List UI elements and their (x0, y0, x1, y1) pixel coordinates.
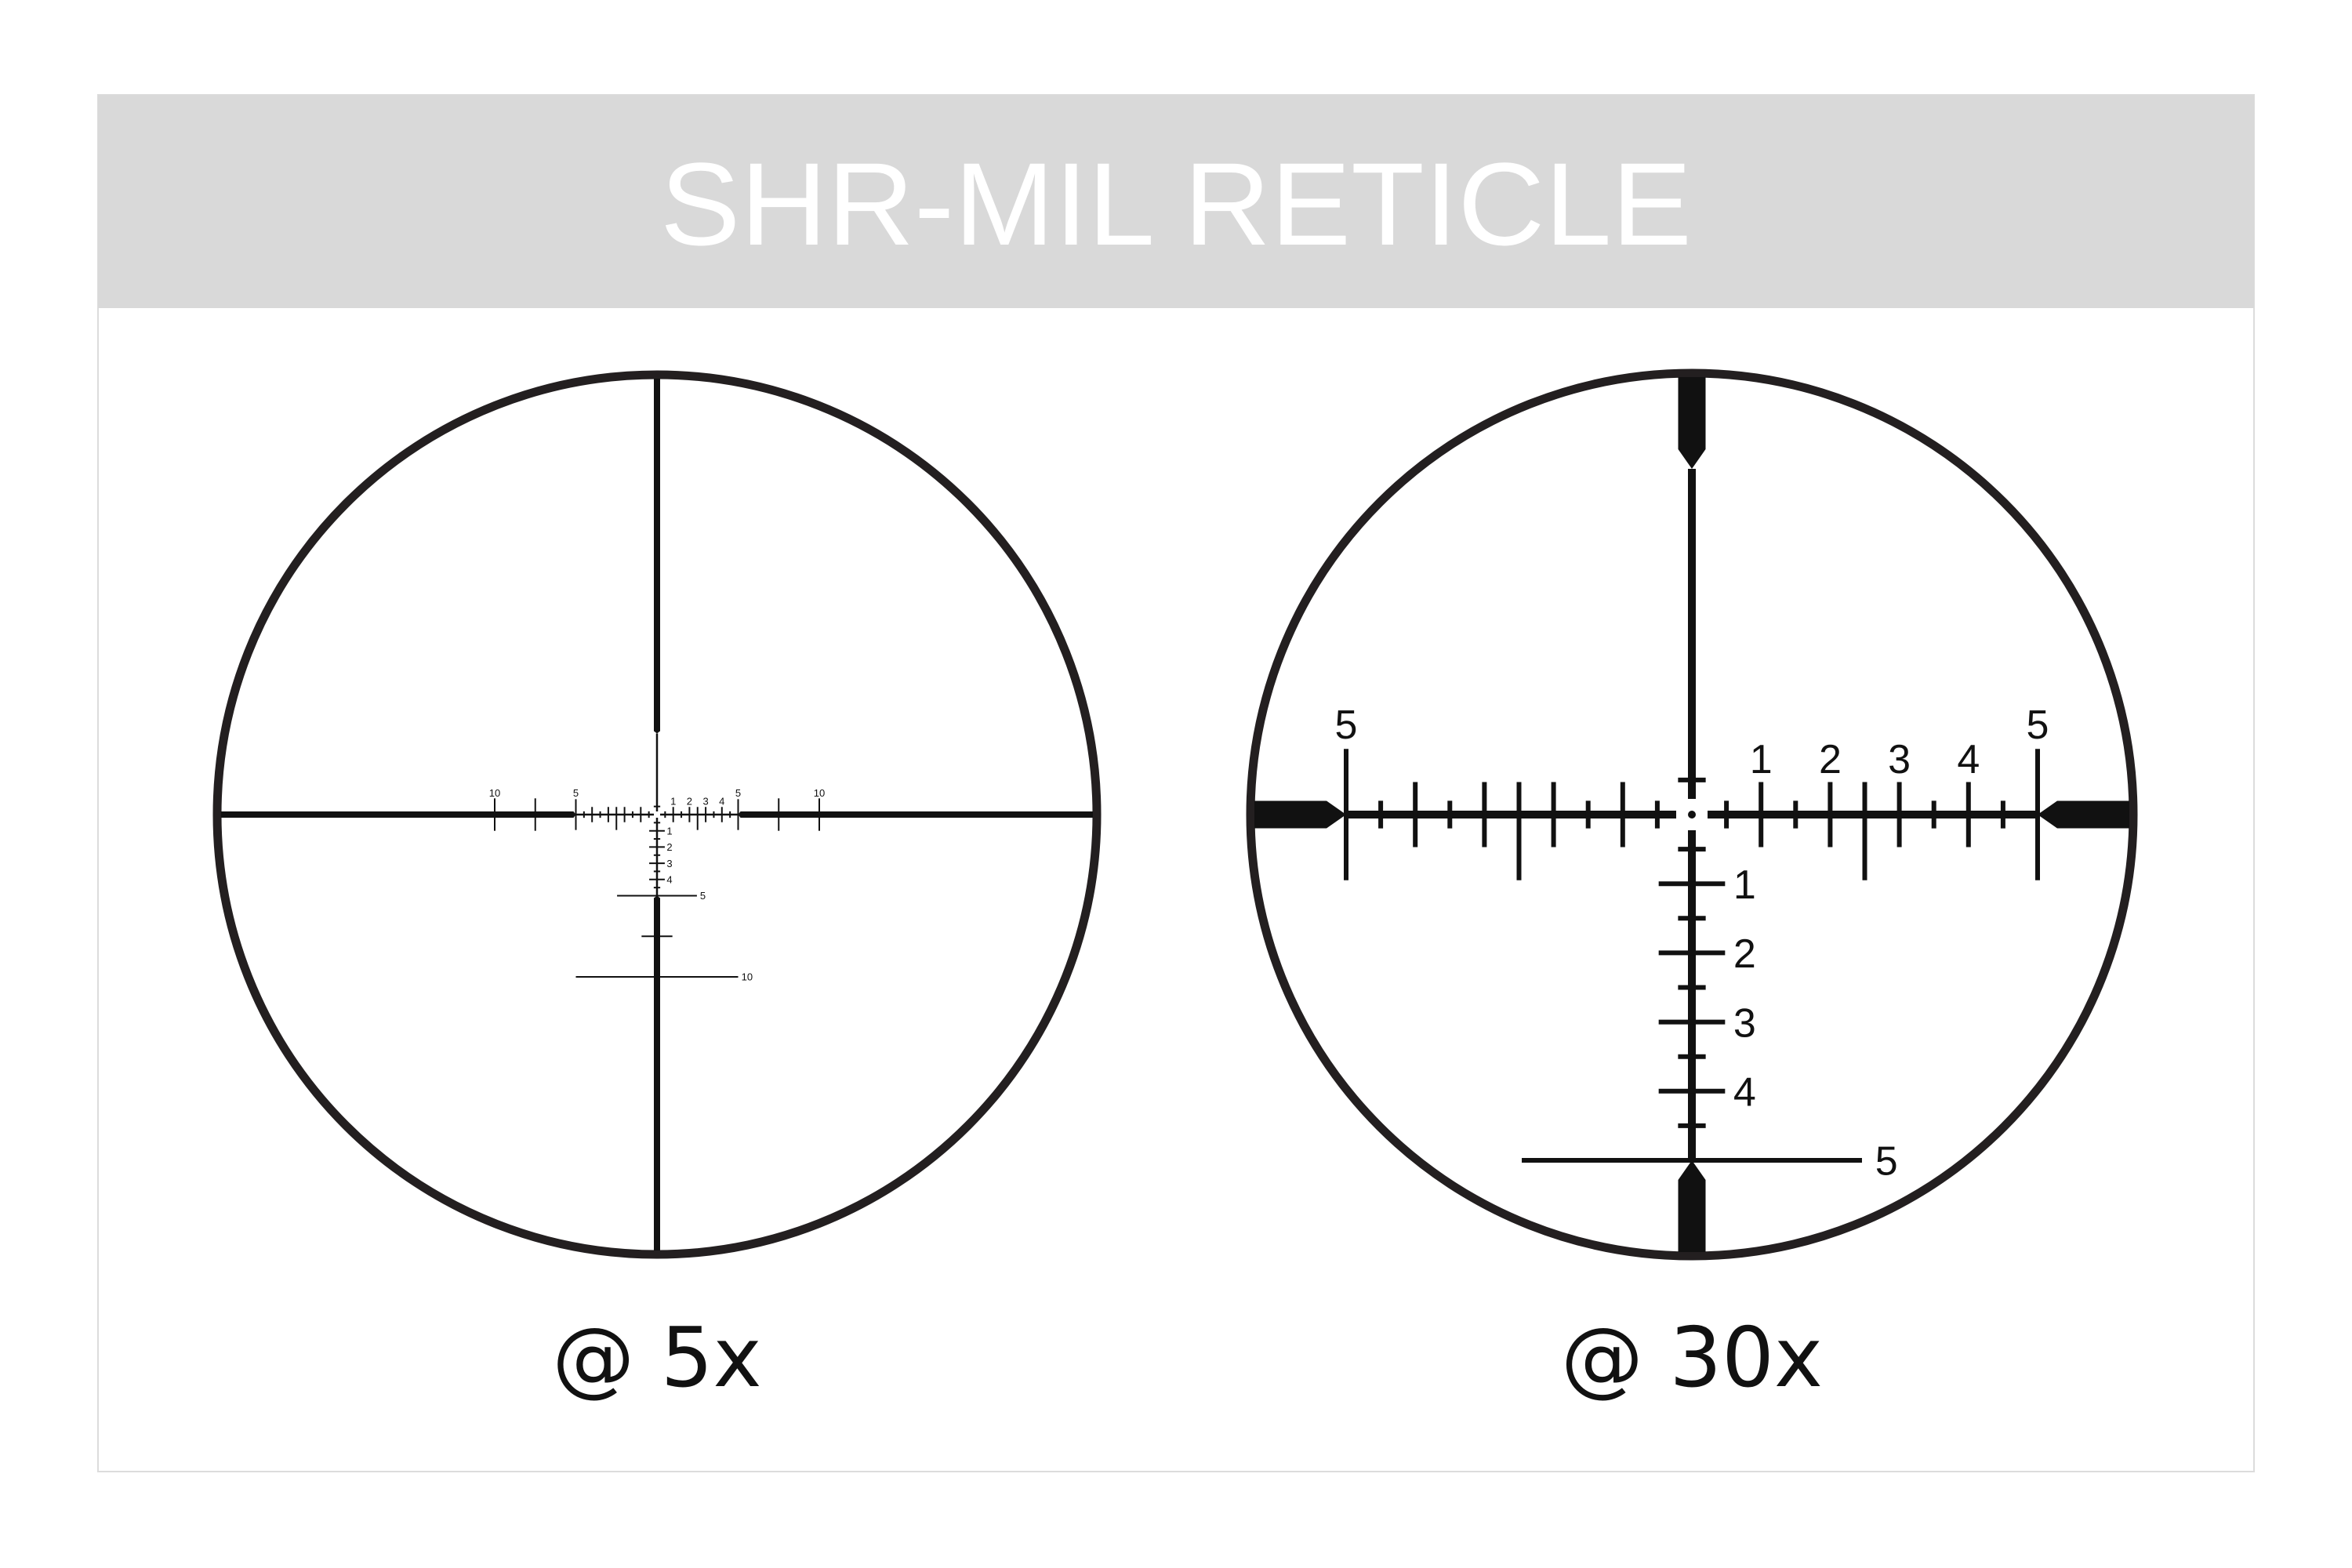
post-right (2038, 800, 2129, 829)
label-h-right-5: 5 (735, 787, 741, 799)
label-h-left-5: 5 (1335, 702, 1358, 748)
post-right (738, 811, 1093, 818)
label-v-1: 1 (1733, 862, 1756, 908)
label-v-5: 5 (700, 890, 706, 902)
label-v-4: 4 (666, 873, 672, 885)
label-h-right-3: 3 (702, 796, 708, 808)
center-dot (1688, 811, 1696, 818)
label-h-right-4: 4 (1957, 737, 1980, 782)
caption-5x: @ 5x (552, 1310, 761, 1406)
scope-ring (1246, 368, 2138, 1261)
post-left (221, 811, 576, 818)
label-v-2: 2 (1733, 931, 1756, 977)
post-top (654, 379, 660, 734)
label-h-right-5: 5 (2027, 702, 2049, 748)
label-h-right-10: 10 (814, 787, 825, 799)
label-h-right-1: 1 (670, 796, 676, 808)
label-h-right-1: 1 (1750, 737, 1773, 782)
label-v-2: 2 (666, 841, 672, 853)
label-v-5: 5 (1875, 1139, 1898, 1185)
label-v-4: 4 (1733, 1070, 1756, 1116)
label-h-left-10: 10 (489, 787, 500, 799)
reticle-30x: 5 5 1 2 3 4 1 2 3 4 5 (1246, 368, 2138, 1261)
post-bottom (654, 895, 660, 1250)
frame (97, 94, 2255, 1472)
label-h-right-4: 4 (719, 796, 724, 808)
post-top (1678, 377, 1706, 469)
label-h-right-2: 2 (1819, 737, 1842, 782)
label-h-right-2: 2 (687, 796, 692, 808)
scope-ring (212, 370, 1102, 1259)
label-h-left-5: 5 (573, 787, 579, 799)
post-left (1254, 800, 1346, 829)
label-h-right-3: 3 (1888, 737, 1911, 782)
label-v-1: 1 (666, 825, 672, 837)
page-title: SHR-MIL RETICLE (660, 138, 1692, 270)
post-bottom (1678, 1160, 1706, 1252)
caption-30x: @ 30x (1561, 1310, 1823, 1406)
title-banner (98, 95, 2254, 308)
label-v-3: 3 (1733, 1000, 1756, 1046)
label-v-3: 3 (666, 858, 672, 869)
label-v-10: 10 (742, 971, 753, 983)
